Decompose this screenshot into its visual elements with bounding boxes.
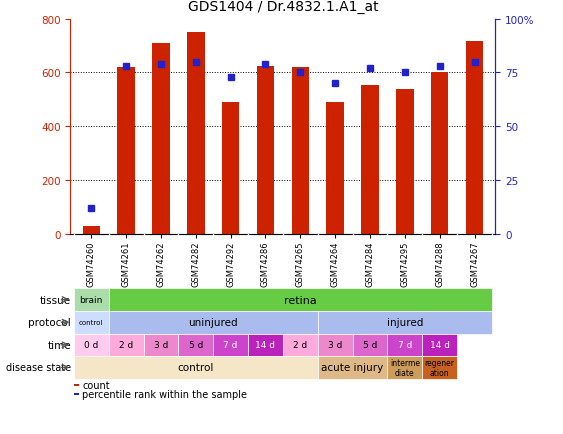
Text: acute injury: acute injury — [321, 363, 384, 372]
Title: GDS1404 / Dr.4832.1.A1_at: GDS1404 / Dr.4832.1.A1_at — [187, 0, 378, 14]
Text: 2 d: 2 d — [119, 341, 133, 349]
Bar — [422, 356, 457, 379]
Bar — [257, 66, 274, 234]
Bar — [74, 311, 109, 334]
Text: control: control — [79, 319, 104, 326]
Bar — [318, 311, 492, 334]
Text: disease state: disease state — [6, 363, 71, 372]
Text: interme
diate: interme diate — [390, 358, 420, 377]
Bar — [292, 68, 309, 234]
Text: protocol: protocol — [28, 318, 71, 327]
Text: 7 d: 7 d — [397, 341, 412, 349]
Bar — [318, 334, 352, 356]
Text: 2 d: 2 d — [293, 341, 307, 349]
Bar — [74, 393, 79, 395]
Bar — [387, 334, 422, 356]
Text: uninjured: uninjured — [189, 318, 238, 327]
Bar — [248, 334, 283, 356]
Text: retina: retina — [284, 295, 317, 305]
Bar — [213, 334, 248, 356]
Bar — [144, 334, 178, 356]
Bar — [318, 356, 387, 379]
Bar — [431, 73, 448, 234]
Bar — [74, 289, 109, 311]
Text: brain: brain — [79, 296, 103, 304]
Bar — [352, 334, 387, 356]
Bar — [396, 89, 414, 234]
Bar — [74, 385, 79, 386]
Bar — [152, 44, 169, 234]
Bar — [118, 68, 135, 234]
Bar — [466, 43, 483, 234]
Text: 5 d: 5 d — [189, 341, 203, 349]
Bar — [109, 334, 144, 356]
Text: 0 d: 0 d — [84, 341, 99, 349]
Text: percentile rank within the sample: percentile rank within the sample — [82, 389, 247, 399]
Bar — [74, 334, 109, 356]
Text: count: count — [82, 381, 110, 390]
Bar — [109, 311, 318, 334]
Bar — [187, 33, 204, 234]
Text: tissue: tissue — [40, 295, 71, 305]
Text: 7 d: 7 d — [224, 341, 238, 349]
Text: control: control — [177, 363, 214, 372]
Bar — [83, 226, 100, 234]
Bar — [327, 103, 344, 234]
Text: 3 d: 3 d — [154, 341, 168, 349]
Bar — [283, 334, 318, 356]
Bar — [361, 85, 379, 234]
Bar — [109, 289, 492, 311]
Bar — [178, 334, 213, 356]
Bar — [422, 334, 457, 356]
Text: time: time — [47, 340, 71, 350]
Bar — [387, 356, 422, 379]
Bar — [74, 356, 318, 379]
Bar — [222, 103, 239, 234]
Text: 5 d: 5 d — [363, 341, 377, 349]
Text: regener
ation: regener ation — [425, 358, 455, 377]
Text: 14 d: 14 d — [256, 341, 275, 349]
Text: injured: injured — [387, 318, 423, 327]
Text: 3 d: 3 d — [328, 341, 342, 349]
Text: 14 d: 14 d — [430, 341, 450, 349]
